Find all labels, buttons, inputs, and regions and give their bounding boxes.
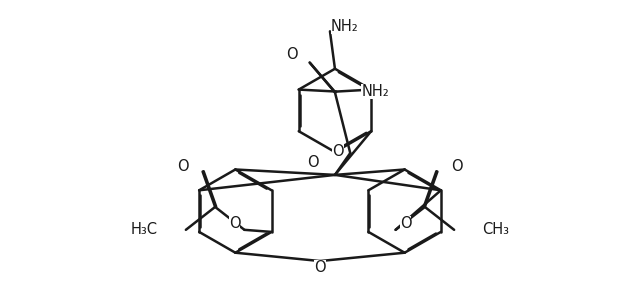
Text: O: O [286,47,298,62]
Text: O: O [400,216,412,231]
Text: CH₃: CH₃ [482,222,509,237]
Text: O: O [307,155,319,170]
Text: O: O [314,260,326,275]
Text: NH₂: NH₂ [331,19,359,34]
Text: O: O [333,144,344,159]
Text: O: O [451,159,463,174]
Text: O: O [228,216,240,231]
Text: O: O [177,159,189,174]
Text: H₃C: H₃C [131,222,158,237]
Text: NH₂: NH₂ [361,84,389,99]
